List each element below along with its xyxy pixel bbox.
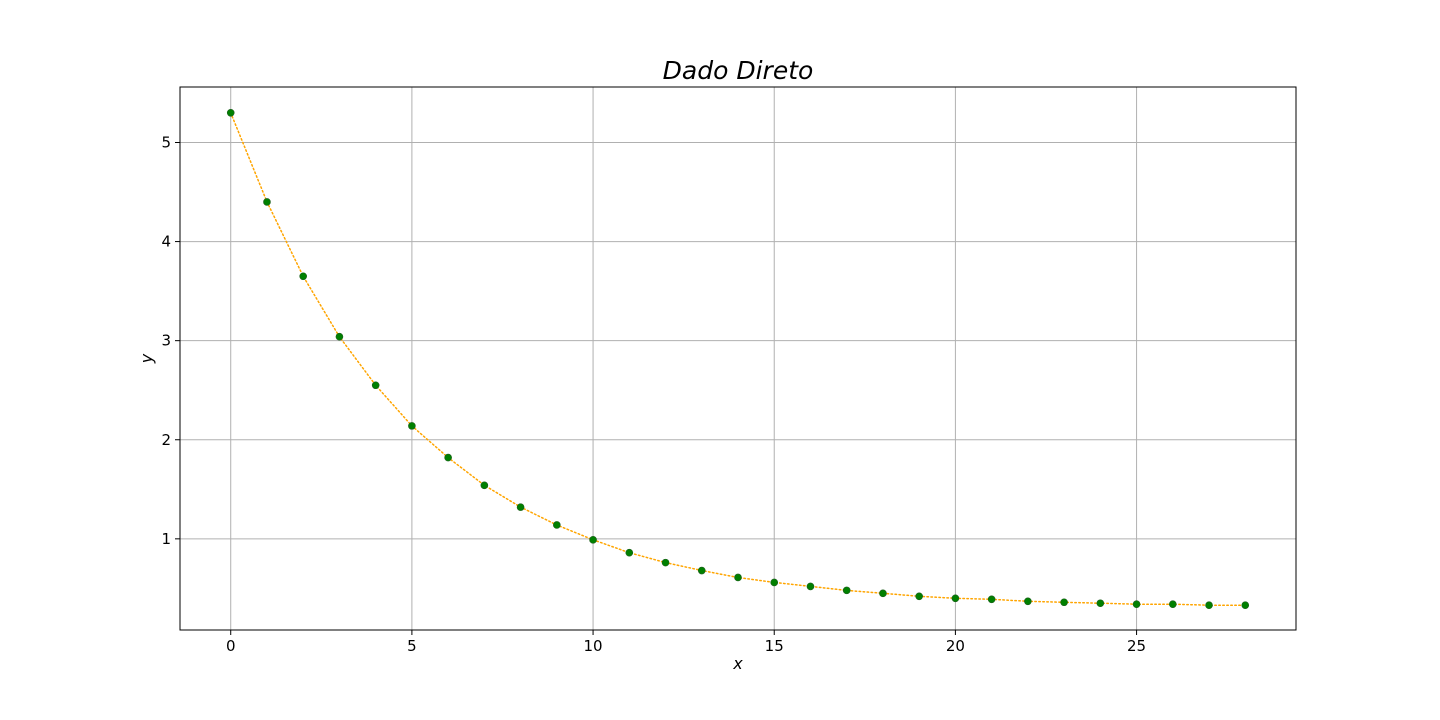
data-point: [842, 586, 851, 595]
y-axis: 1 2 3 4 5: [161, 133, 180, 548]
data-point: [915, 592, 923, 601]
data-point: [444, 453, 452, 462]
y-tick-label: 3: [161, 332, 171, 350]
data-point: [226, 108, 235, 117]
x-tick-label: 15: [765, 637, 784, 655]
data-point: [299, 272, 307, 281]
plot-frame: [179, 86, 1297, 631]
data-point: [1060, 598, 1068, 607]
data-point: [263, 198, 271, 206]
data-point: [1205, 601, 1213, 610]
x-tick-label: 10: [584, 637, 603, 655]
data-point: [408, 422, 416, 430]
data-point: [1132, 600, 1141, 609]
data-point: [806, 582, 815, 591]
data-point: [987, 595, 996, 604]
y-tick-label: 5: [161, 133, 171, 151]
data-point: [697, 566, 706, 575]
y-tick-label: 1: [161, 530, 171, 548]
data-point: [553, 521, 561, 529]
data-point: [661, 558, 670, 567]
data-point: [335, 332, 344, 341]
data-point: [879, 589, 887, 598]
x-tick-label: 0: [226, 637, 236, 655]
data-point: [516, 503, 525, 511]
data-point: [1024, 597, 1032, 606]
data-point: [371, 381, 380, 390]
y-tick-label: 2: [161, 431, 171, 449]
x-tick-label: 25: [1127, 637, 1146, 655]
data-point: [1096, 599, 1105, 608]
y-axis-label: y: [137, 353, 156, 364]
data-point: [589, 536, 597, 544]
x-axis: 0 5 10 15 20 25: [226, 630, 1146, 655]
data-points: [226, 108, 1250, 610]
data-point: [951, 594, 960, 603]
data-point: [770, 578, 779, 587]
data-point: [480, 481, 489, 490]
data-point: [1169, 600, 1177, 609]
data-point: [625, 548, 634, 557]
y-tick-label: 4: [161, 233, 171, 251]
x-tick-label: 5: [407, 637, 417, 655]
grid: [180, 87, 1296, 630]
x-tick-label: 20: [946, 637, 965, 655]
chart-title: Dado Direto: [663, 56, 814, 85]
data-point: [734, 573, 742, 582]
data-point: [1241, 601, 1250, 610]
x-axis-label: x: [732, 654, 743, 673]
